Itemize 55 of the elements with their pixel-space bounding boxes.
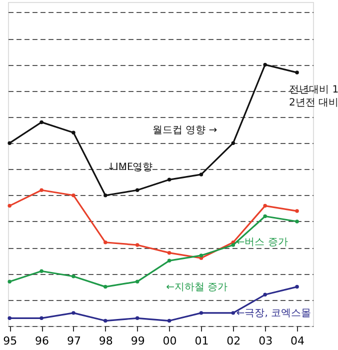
point [40, 120, 44, 124]
point [72, 311, 76, 315]
point [40, 269, 44, 273]
point [104, 193, 108, 198]
point [231, 243, 236, 247]
x-tick-label: 99 [130, 334, 145, 348]
point [263, 214, 267, 218]
point [8, 141, 12, 145]
annotation: ←버스 증가 [236, 236, 288, 248]
point [263, 62, 267, 67]
point [231, 141, 236, 145]
point [167, 178, 172, 182]
point [104, 318, 108, 323]
x-tick-label: 96 [35, 334, 50, 348]
x-tick-label: 95 [3, 334, 18, 348]
point [72, 274, 76, 278]
point [263, 204, 267, 208]
point [135, 316, 140, 320]
point [40, 316, 44, 320]
annotation: 2년전 대비 [289, 97, 338, 108]
x-tick-label: 02 [226, 334, 241, 348]
x-tick-label: 97 [66, 334, 81, 348]
point [8, 204, 12, 208]
point [295, 70, 299, 74]
point [8, 280, 12, 284]
point [8, 316, 12, 320]
point [167, 258, 172, 263]
point [72, 130, 76, 135]
point [72, 193, 76, 198]
annotation: ↓IMF영향 [107, 162, 153, 174]
point [104, 240, 108, 244]
x-tick-label: 98 [98, 334, 113, 348]
point [199, 311, 204, 315]
annotation: 월드컵 영향 → [152, 124, 218, 136]
point [263, 292, 267, 297]
annotation: 전년대비 1 [289, 84, 338, 96]
point [167, 250, 172, 255]
x-tick-label: 01 [194, 334, 209, 348]
x-tick-label: 03 [258, 334, 273, 348]
annotation: ←지하철 증가 [166, 282, 228, 294]
point [135, 243, 140, 247]
x-tick-label: 04 [290, 334, 305, 348]
annotation: ←극장, 코엑스몰 [236, 308, 312, 320]
point [295, 220, 299, 224]
point [135, 280, 140, 284]
point [295, 284, 299, 289]
point [40, 188, 44, 192]
point [135, 188, 140, 192]
point [295, 209, 299, 213]
point [104, 284, 108, 289]
point [199, 172, 204, 176]
x-tick-label: 00 [162, 334, 177, 348]
point [167, 318, 172, 323]
point [199, 254, 204, 258]
point [231, 311, 236, 315]
